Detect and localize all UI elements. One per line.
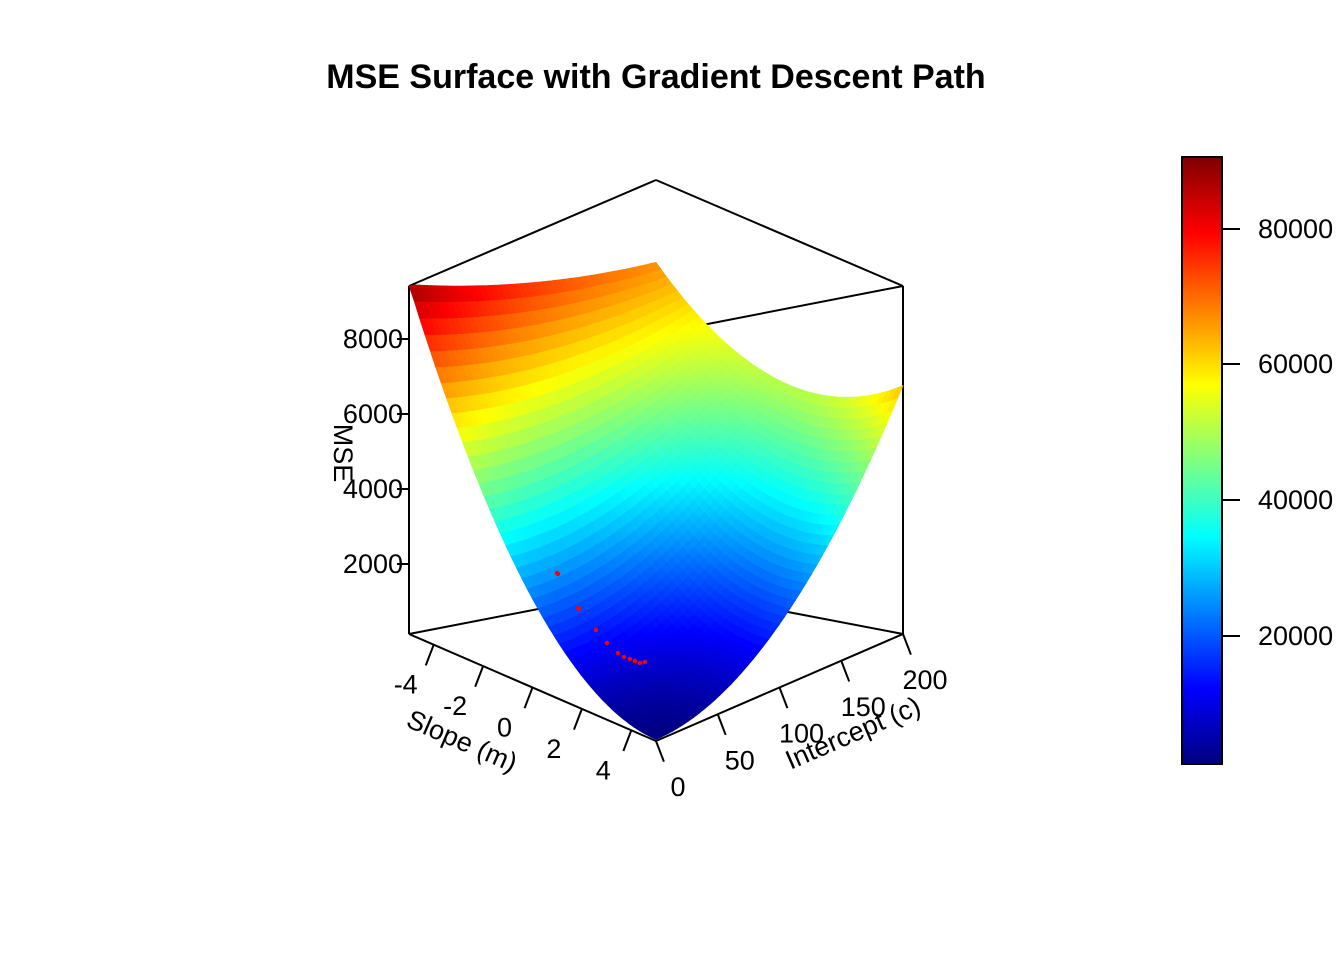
z-axis: MSE 2000 4000 6000 8000 (328, 324, 409, 579)
z-tick-label: 2000 (343, 549, 403, 579)
gd-path-point (632, 658, 638, 664)
y-tick-label: 0 (670, 772, 685, 802)
gd-path-point (593, 627, 599, 633)
x-tick-label: 0 (497, 713, 512, 743)
y-tick-label: 150 (841, 692, 886, 722)
z-tick-label: 4000 (343, 474, 403, 504)
gd-path-point (576, 606, 582, 612)
gd-path-point (604, 640, 610, 646)
gd-path-point (642, 659, 648, 665)
x-tick-label: 4 (596, 755, 611, 785)
surface-facet (649, 734, 663, 740)
y-tick-label: 200 (902, 665, 947, 695)
gradient-descent-path (554, 570, 648, 666)
gd-path-point (637, 660, 643, 666)
mse-surface (408, 261, 904, 740)
chart-title: MSE Surface with Gradient Descent Path (326, 58, 986, 96)
colorbar-tick-label: 80000 (1258, 214, 1333, 244)
y-tick (902, 633, 912, 656)
x-tick (474, 665, 485, 688)
z-tick-label: 6000 (343, 399, 403, 429)
x-tick-label: -2 (443, 691, 467, 721)
gd-path-point (615, 650, 621, 656)
x-tick (573, 708, 583, 730)
x-tick-label: 2 (546, 734, 561, 764)
colorbar-tick-label: 40000 (1258, 485, 1333, 515)
y-tick (716, 713, 727, 736)
colorbar-tick-label: 60000 (1258, 349, 1333, 379)
z-axis-title: MSE (328, 424, 358, 483)
x-tick-label: -4 (394, 670, 418, 700)
x-tick (523, 687, 534, 709)
z-tick-label: 8000 (343, 324, 403, 354)
x-tick (424, 644, 435, 666)
gd-path-point (555, 571, 561, 577)
y-tick (655, 740, 665, 763)
y-tick (840, 660, 851, 682)
x-tick (622, 729, 633, 752)
gd-path-point (621, 654, 627, 660)
colorbar-tick-label: 20000 (1258, 621, 1333, 651)
gd-path-point (627, 656, 633, 662)
colorbar: 20000 40000 60000 80000 (1181, 156, 1333, 765)
colorbar-rect (1181, 156, 1223, 765)
y-tick-label: 50 (725, 745, 755, 775)
y-tick (778, 687, 789, 709)
y-tick-label: 100 (779, 719, 824, 749)
